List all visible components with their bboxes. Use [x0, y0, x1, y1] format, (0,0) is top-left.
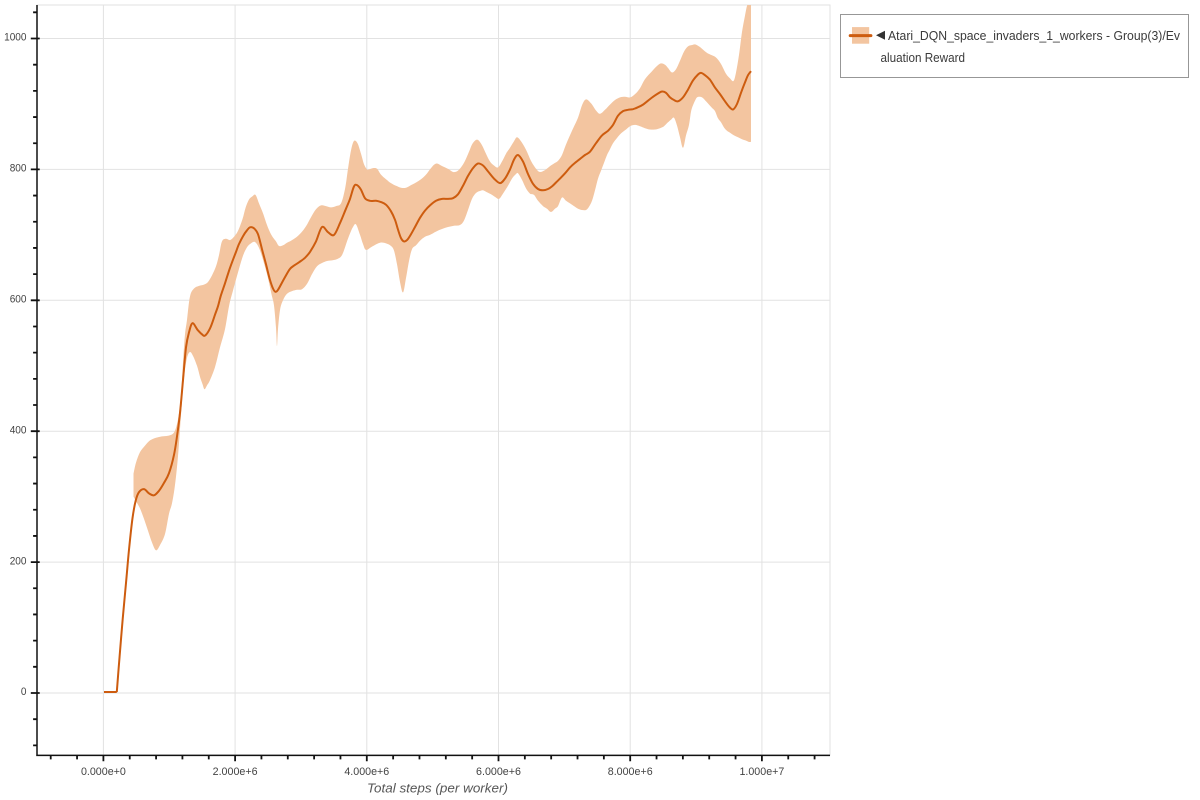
- svg-text:4.000e+6: 4.000e+6: [344, 766, 389, 778]
- svg-text:1.000e+7: 1.000e+7: [739, 766, 784, 778]
- svg-text:6.000e+6: 6.000e+6: [476, 766, 521, 778]
- svg-text:Atari_DQN_space_invaders_1_wor: Atari_DQN_space_invaders_1_workers - Gro…: [888, 28, 1180, 43]
- svg-text:8.000e+6: 8.000e+6: [608, 766, 653, 778]
- svg-text:Total steps (per worker): Total steps (per worker): [367, 780, 508, 795]
- svg-text:600: 600: [10, 294, 27, 306]
- svg-text:0: 0: [21, 686, 27, 698]
- svg-text:2.000e+6: 2.000e+6: [213, 766, 258, 778]
- svg-text:1000: 1000: [4, 32, 26, 44]
- svg-text:800: 800: [10, 163, 27, 175]
- svg-text:aluation Reward: aluation Reward: [881, 50, 966, 65]
- svg-text:200: 200: [10, 555, 27, 567]
- svg-text:400: 400: [10, 424, 27, 436]
- svg-text:0.000e+0: 0.000e+0: [81, 766, 126, 778]
